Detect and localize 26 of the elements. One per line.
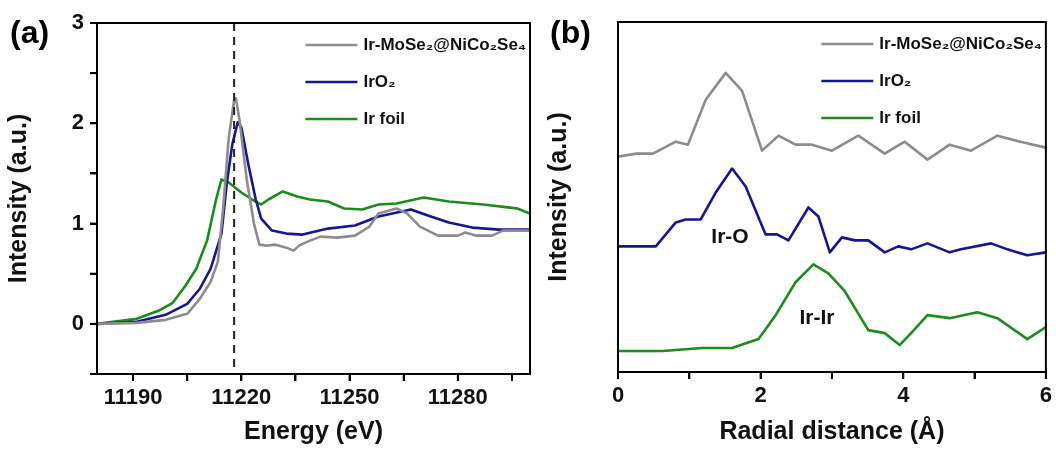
- legend-label: Ir foil: [363, 108, 405, 128]
- legend-label: Ir-MoSe₂@NiCo₂Se₄: [879, 33, 1042, 53]
- y-axis-title: Intensity (a.u.): [542, 112, 571, 282]
- x-tick-label: 6: [1039, 382, 1053, 408]
- x-tick-label: 11220: [211, 384, 272, 410]
- x-tick-label: 11190: [103, 384, 163, 410]
- x-tick-label: 0: [611, 382, 625, 408]
- y-tick-label: 0: [71, 309, 84, 335]
- y-axis-title: Intensity (a.u.): [2, 113, 31, 284]
- y-tick-label: 3: [71, 9, 84, 35]
- x-axis-title: Energy (eV): [244, 415, 383, 444]
- y-tick-label: 1: [71, 209, 84, 235]
- legend-label: Ir foil: [879, 107, 921, 127]
- legend-label: IrO₂: [363, 71, 396, 91]
- x-axis-title: Radial distance (Å): [719, 415, 945, 444]
- legend-label: Ir-MoSe₂@NiCo₂Se₄: [363, 34, 527, 54]
- annotation: Ir-O: [711, 223, 749, 247]
- chart-title: (b): [550, 13, 591, 50]
- x-tick-label: 11280: [427, 384, 488, 410]
- chart-title: (a): [10, 13, 50, 50]
- annotation: Ir-Ir: [799, 304, 835, 328]
- x-tick-label: 4: [897, 382, 911, 408]
- x-tick-label: 2: [754, 382, 767, 408]
- x-tick-label: 11250: [319, 384, 380, 410]
- legend-label: IrO₂: [879, 70, 912, 90]
- y-tick-label: 2: [71, 109, 84, 135]
